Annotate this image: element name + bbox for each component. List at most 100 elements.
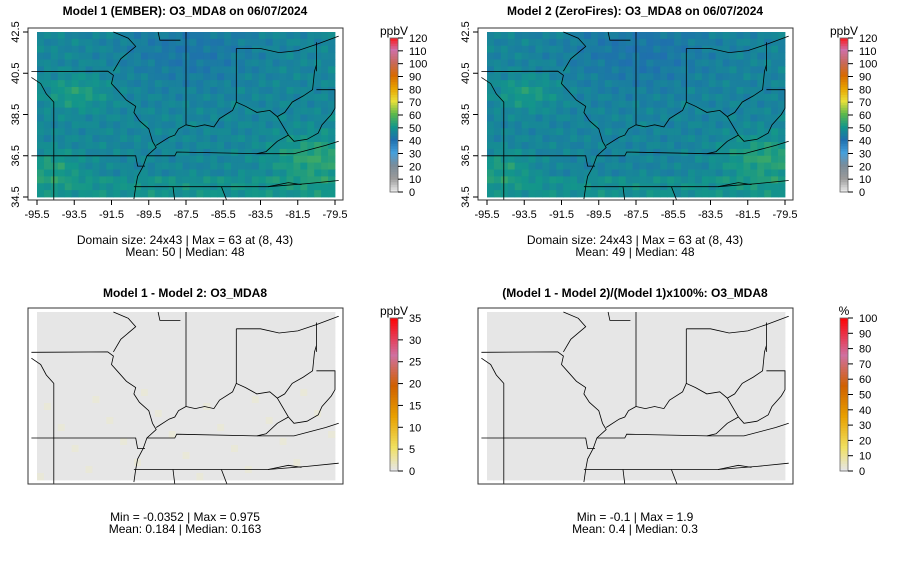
heatmap-cell (632, 176, 640, 184)
heatmap-cell (729, 438, 737, 446)
heatmap-cell (328, 114, 336, 122)
heatmap-cell (106, 466, 114, 474)
heatmap-cell (314, 176, 322, 184)
heatmap-cell (64, 340, 73, 348)
heatmap-cell (611, 162, 620, 170)
heatmap-cell (293, 32, 301, 40)
heatmap-cell (694, 354, 703, 362)
heatmap-cell (715, 368, 724, 376)
heatmap-cell (113, 114, 121, 122)
heatmap-cell (611, 340, 620, 348)
colorbar-segment (390, 171, 398, 175)
heatmap-cell (328, 32, 336, 40)
colorbar-segment (390, 94, 398, 98)
heatmap-cell (321, 169, 329, 177)
heatmap-cell (750, 162, 758, 170)
heatmap-cell (743, 312, 751, 320)
heatmap-cell (43, 459, 52, 467)
heatmap-cell (549, 87, 557, 95)
heatmap-cell (78, 93, 86, 102)
heatmap-cell (286, 107, 294, 115)
heatmap-cell (244, 340, 253, 348)
heatmap-cell (771, 169, 779, 177)
heatmap-cell (265, 424, 274, 432)
heatmap-cell (37, 389, 45, 397)
colorbar-segment (390, 122, 398, 126)
heatmap-cell (771, 354, 779, 362)
heatmap-cell (667, 121, 675, 129)
heatmap-cell (729, 52, 737, 60)
heatmap-cell (161, 354, 170, 362)
heatmap-cell (182, 445, 190, 453)
heatmap-cell (507, 368, 516, 376)
heatmap-cell (570, 190, 578, 198)
heatmap-cell (161, 80, 170, 88)
heatmap-cell (625, 59, 633, 67)
heatmap-cell (708, 368, 717, 376)
heatmap-cell (251, 445, 260, 453)
heatmap-cell (196, 417, 204, 425)
heatmap-cell (189, 340, 197, 348)
heatmap-cell (771, 312, 779, 320)
heatmap-cell (265, 32, 274, 40)
colorbar-segment (390, 402, 398, 406)
heatmap-cell (708, 333, 717, 341)
heatmap-cell (618, 100, 626, 109)
heatmap-cell (570, 326, 578, 334)
heatmap-cell (514, 183, 523, 191)
colorbar-segment (390, 409, 398, 413)
heatmap-cell (237, 52, 246, 60)
heatmap-cell (687, 176, 696, 184)
heatmap-cell (161, 333, 170, 341)
heatmap-cell (493, 176, 502, 184)
heatmap-cell (265, 333, 274, 341)
colorbar-segment (390, 389, 398, 393)
heatmap-cell (78, 403, 86, 411)
heatmap-cell (639, 128, 647, 136)
colorbar-segment (390, 455, 398, 459)
heatmap-cell (535, 190, 543, 198)
state-boundary (133, 180, 339, 188)
heatmap-cell (92, 148, 100, 157)
colorbar-segment (840, 381, 848, 385)
heatmap-cell (577, 333, 585, 341)
heatmap-cell (487, 52, 495, 60)
heatmap-cell (85, 417, 93, 425)
heatmap-cell (542, 396, 550, 404)
heatmap-cell (85, 162, 93, 170)
heatmap-cell (175, 438, 183, 446)
colorbar-segment (840, 414, 848, 418)
heatmap-cell (210, 121, 218, 129)
heatmap-cell (314, 162, 322, 170)
heatmap-cell (189, 142, 197, 150)
heatmap-cell (549, 148, 557, 157)
heatmap-cell (50, 326, 59, 334)
heatmap-cell (224, 326, 232, 334)
colorbar-segment (390, 450, 398, 454)
heatmap-cell (328, 162, 336, 170)
heatmap-cell (577, 142, 585, 150)
heatmap-cell (154, 375, 163, 383)
heatmap-cell (300, 121, 308, 129)
heatmap-cell (92, 368, 100, 376)
heatmap-cell (314, 368, 322, 376)
heatmap-cell (127, 410, 135, 418)
heatmap-cell (639, 396, 647, 404)
heatmap-cell (771, 66, 779, 74)
heatmap-cell (639, 347, 647, 355)
heatmap-cell (321, 73, 329, 81)
heatmap-cell (237, 424, 246, 432)
heatmap-cell (244, 452, 253, 460)
heatmap-cell (778, 333, 786, 341)
heatmap-cell (244, 155, 253, 164)
heatmap-cell (597, 354, 606, 362)
colorbar-segment (840, 448, 848, 452)
heatmap-cell (694, 389, 703, 397)
heatmap-cell (701, 368, 710, 376)
heatmap-cell (604, 459, 613, 467)
heatmap-cell (244, 438, 253, 446)
heatmap-cell (722, 162, 730, 170)
heatmap-cell (729, 45, 737, 54)
heatmap-cell (778, 93, 786, 102)
heatmap-cell (154, 107, 163, 115)
